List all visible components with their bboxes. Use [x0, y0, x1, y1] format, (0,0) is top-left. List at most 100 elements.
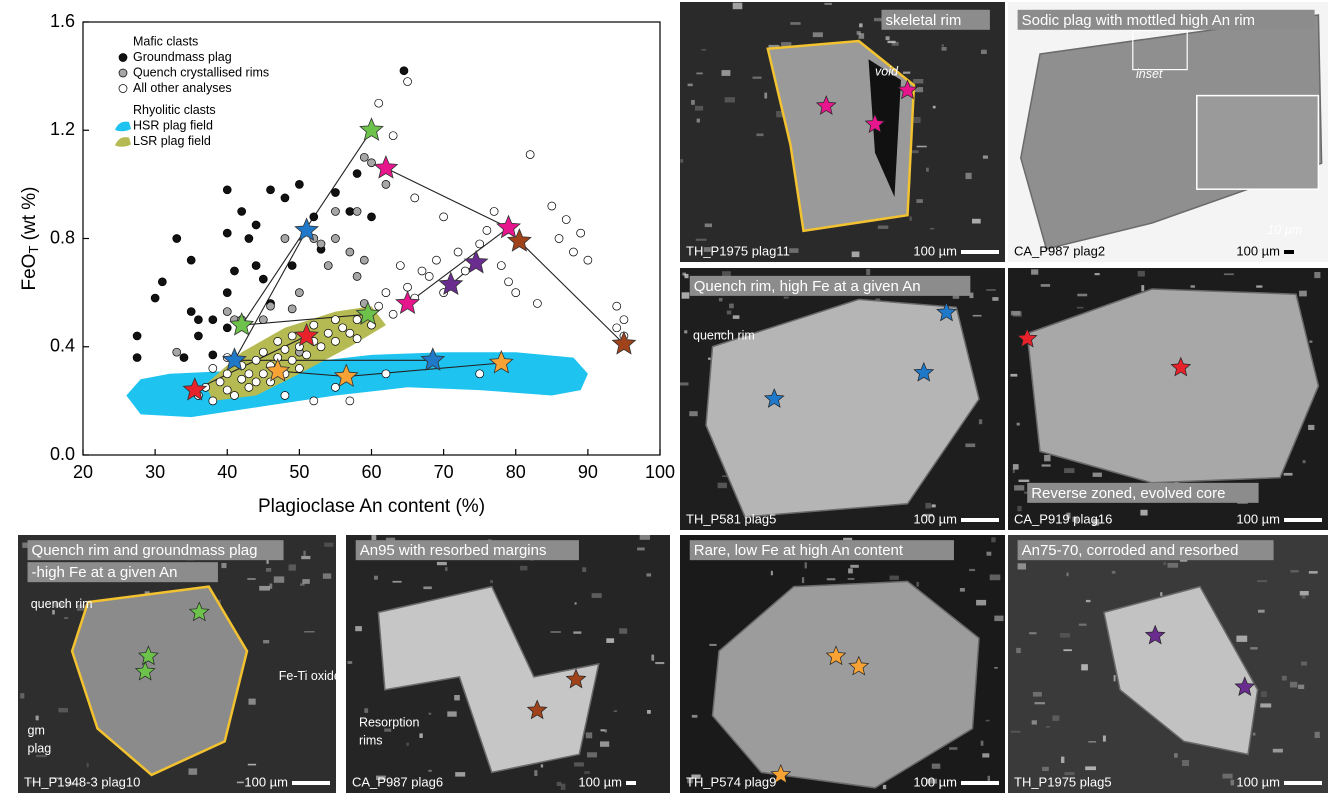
texture [1086, 600, 1091, 602]
texture [1257, 580, 1267, 582]
point [368, 213, 376, 221]
texture [606, 638, 614, 643]
scale-bar [626, 781, 636, 785]
texture [586, 732, 592, 738]
y-title-main: FeO [19, 254, 40, 291]
texture [87, 763, 89, 767]
texture [1302, 596, 1306, 599]
point [245, 370, 253, 378]
scale-label: 100 µm [1236, 774, 1280, 789]
texture [437, 562, 447, 565]
texture [1236, 636, 1247, 642]
texture [692, 715, 698, 718]
x-tick-label: 20 [73, 462, 93, 482]
scale-bar [292, 781, 330, 785]
sample-id: CA_P987 plag6 [352, 774, 443, 789]
point [238, 207, 246, 215]
point [353, 272, 361, 280]
point [187, 256, 195, 264]
point [173, 235, 181, 243]
texture [1290, 570, 1298, 573]
texture [640, 535, 650, 540]
texture [973, 315, 982, 317]
texture [445, 567, 448, 571]
panel-caption: An75-70, corroded and resorbed [1022, 542, 1239, 559]
point [324, 329, 332, 337]
point [295, 180, 303, 188]
panel-label: gm [28, 723, 45, 737]
point [505, 278, 513, 286]
texture [1168, 563, 1179, 568]
texture [991, 537, 995, 542]
texture [916, 582, 919, 587]
texture [355, 626, 362, 631]
texture [1223, 774, 1233, 779]
panel-label: rims [359, 734, 383, 748]
texture [933, 106, 936, 109]
point [259, 316, 267, 324]
legend-title: Rhyolitic clasts [133, 103, 216, 117]
point [382, 180, 390, 188]
point [404, 78, 412, 86]
point [259, 348, 267, 356]
point [216, 378, 224, 386]
texture [655, 662, 664, 664]
point [252, 356, 260, 364]
texture [805, 562, 807, 568]
texture [1163, 562, 1166, 565]
legend-marker [119, 54, 127, 62]
texture [680, 159, 683, 163]
sample-id: CA_P919 plag16 [1014, 511, 1112, 526]
y-axis-title: FeOT (wt %) [19, 186, 41, 290]
texture [932, 504, 936, 507]
scale-label: 100 µm [244, 774, 288, 789]
point [317, 240, 325, 248]
texture [1017, 506, 1021, 511]
texture [301, 556, 310, 559]
texture [393, 581, 402, 583]
texture [685, 274, 689, 278]
texture [557, 782, 562, 786]
texture [1258, 610, 1265, 613]
panel-label: plag [28, 741, 52, 755]
point [295, 364, 303, 372]
point [133, 332, 141, 340]
texture [303, 551, 305, 556]
point [209, 364, 217, 372]
point [339, 324, 347, 332]
texture [1077, 294, 1087, 297]
texture [1141, 285, 1144, 291]
scale-bar [961, 250, 999, 254]
texture [454, 695, 460, 700]
texture [1298, 685, 1304, 689]
texture [1011, 311, 1021, 316]
point [223, 370, 231, 378]
point [476, 370, 484, 378]
x-tick-label: 60 [361, 462, 381, 482]
texture [1114, 675, 1116, 681]
texture [592, 593, 602, 598]
point [288, 305, 296, 313]
texture [1019, 480, 1030, 482]
legend-marker [119, 69, 127, 77]
x-tick-label: 100 [645, 462, 675, 482]
point [173, 348, 181, 356]
texture [771, 571, 773, 576]
texture [883, 785, 886, 789]
texture [1041, 284, 1050, 287]
point [577, 229, 585, 237]
texture [455, 772, 465, 777]
texture [1112, 571, 1116, 574]
texture [541, 764, 543, 767]
texture [859, 33, 865, 39]
image-panel: An75-70, corroded and resorbedTH_P1975 p… [1008, 535, 1328, 793]
texture [1029, 632, 1036, 634]
point [281, 235, 289, 243]
texture [719, 298, 723, 302]
panel-caption: Sodic plag with mottled high An rim [1022, 12, 1255, 29]
legend-label: Groundmass plag [133, 50, 232, 64]
point [331, 207, 339, 215]
texture [36, 716, 39, 721]
texture [983, 156, 988, 159]
texture [647, 710, 651, 714]
